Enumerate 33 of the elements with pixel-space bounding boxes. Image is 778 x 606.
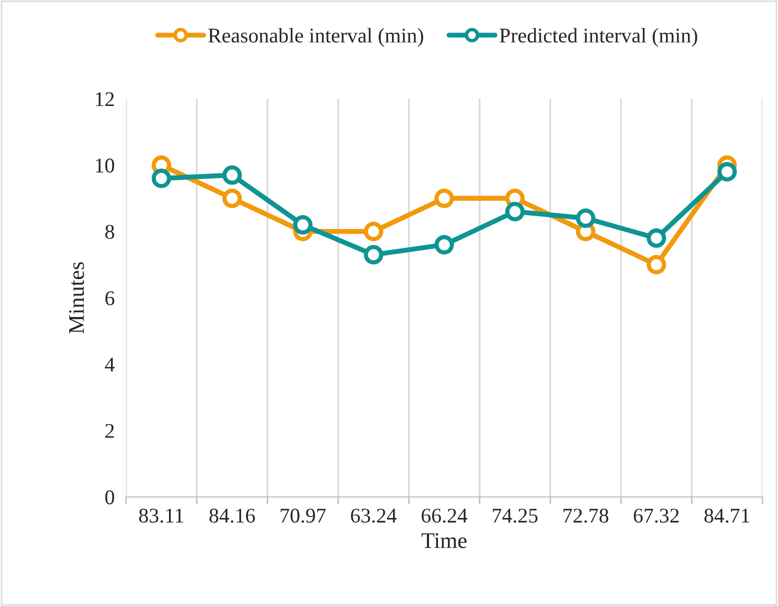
point <box>222 165 242 185</box>
y-tick-label: 2 <box>105 424 114 438</box>
point <box>646 254 666 274</box>
y-tick-label: 0 <box>105 490 114 504</box>
x-tick-label: 84.16 <box>209 508 255 523</box>
legend-label: Predicted interval (min) <box>500 28 698 47</box>
y-tick-label: 4 <box>104 358 115 372</box>
x-axis-title: Time <box>422 533 467 548</box>
legend-label: Reasonable interval (min) <box>208 28 424 47</box>
y-tick-label: 6 <box>105 291 114 306</box>
point <box>646 228 666 248</box>
y-tick-label: 10 <box>96 158 114 173</box>
point <box>364 222 384 242</box>
x-tick-label: 70.97 <box>280 508 326 523</box>
y-axis-title: Minutes <box>69 262 84 334</box>
x-tick-label: 63.24 <box>350 508 397 523</box>
point <box>717 162 737 182</box>
point <box>293 215 313 235</box>
y-tick-label: 12 <box>96 92 114 106</box>
point <box>152 168 172 188</box>
point <box>222 188 242 208</box>
point <box>434 188 454 208</box>
point <box>576 208 596 228</box>
point <box>364 244 384 264</box>
point <box>505 202 525 222</box>
x-tick-label: 84.71 <box>704 508 750 523</box>
point <box>434 235 454 254</box>
x-tick-label: 67.32 <box>634 508 679 523</box>
x-tick-label: 72.78 <box>564 508 608 523</box>
x-tick-label: 66.24 <box>422 508 468 523</box>
x-tick-label: 74.25 <box>492 508 538 523</box>
x-tick-label: 83.11 <box>139 508 184 523</box>
y-tick-label: 8 <box>105 224 114 239</box>
